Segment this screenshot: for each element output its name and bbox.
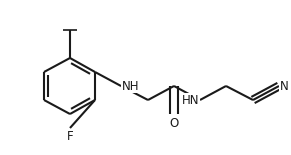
Text: HN: HN [182,93,199,106]
Text: N: N [280,80,289,93]
Text: O: O [169,117,179,130]
Text: F: F [67,130,73,143]
Text: NH: NH [122,80,139,93]
